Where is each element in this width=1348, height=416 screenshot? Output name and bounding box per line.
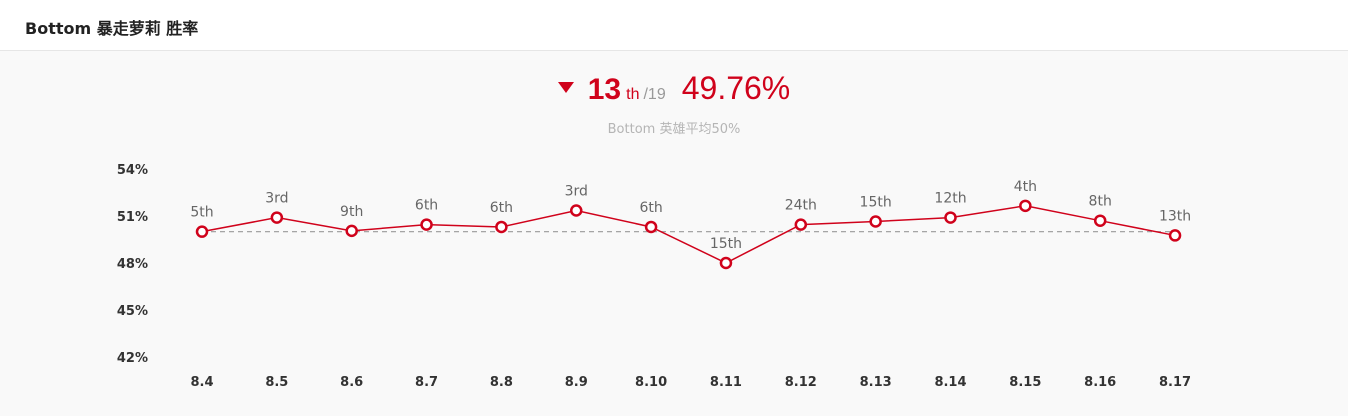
rank-total: /19	[643, 86, 666, 103]
x-tick-label: 8.7	[415, 375, 438, 390]
data-point	[570, 204, 583, 217]
data-point	[195, 225, 209, 238]
x-tick-label: 8.17	[1159, 375, 1191, 390]
y-tick-label: 45%	[117, 304, 148, 319]
x-tick-label: 8.9	[565, 375, 588, 390]
data-point-label: 5th	[190, 205, 213, 221]
x-tick-label: 8.10	[635, 375, 667, 390]
x-tick-label: 8.15	[1009, 375, 1041, 390]
x-tick-label: 8.13	[860, 375, 892, 390]
header: Bottom 暴走萝莉 胜率	[0, 0, 1348, 51]
chart-title: Bottom 暴走萝莉 胜率	[25, 19, 199, 38]
data-point	[1168, 229, 1182, 242]
x-tick-label: 8.16	[1084, 375, 1116, 390]
data-point	[1093, 214, 1107, 227]
rank-summary: 13 th /19 49.76%	[0, 70, 1348, 110]
x-tick-label: 8.8	[490, 375, 513, 390]
y-tick-label: 42%	[117, 351, 148, 366]
data-point	[944, 211, 957, 224]
data-point	[719, 256, 733, 270]
x-tick-label: 8.5	[265, 375, 288, 390]
trend-down-icon	[557, 82, 574, 93]
y-tick-label: 54%	[117, 163, 148, 178]
x-tick-label: 8.4	[190, 375, 213, 390]
data-point	[644, 220, 658, 234]
series-line	[201, 205, 1176, 264]
rank-suffix: th	[626, 86, 640, 103]
average-subtitle: Bottom 英雄平均50%	[607, 122, 741, 137]
data-point-label: 13th	[1159, 208, 1191, 224]
data-point-label: 15th	[860, 194, 892, 210]
data-point-label: 6th	[490, 200, 513, 216]
data-point-label: 12th	[934, 191, 966, 207]
data-point	[420, 218, 433, 231]
data-point	[794, 218, 808, 231]
rank-number: 13	[587, 73, 622, 106]
y-tick-label: 51%	[117, 210, 148, 225]
data-point	[869, 215, 882, 228]
y-tick-label: 48%	[117, 257, 148, 272]
data-point	[495, 220, 508, 234]
x-tick-label: 8.11	[710, 375, 742, 390]
data-point-label: 3rd	[265, 191, 288, 207]
data-point-label: 6th	[415, 198, 438, 214]
data-point-label: 6th	[639, 200, 662, 216]
data-point	[1019, 199, 1032, 213]
data-point-label: 4th	[1014, 179, 1037, 195]
x-tick-label: 8.12	[785, 375, 817, 390]
x-tick-label: 8.14	[934, 375, 966, 390]
data-point-label: 8th	[1089, 194, 1112, 210]
x-tick-label: 8.6	[340, 375, 363, 390]
data-point	[345, 224, 358, 238]
data-point-label: 15th	[710, 236, 742, 252]
data-point-label: 9th	[340, 204, 363, 220]
data-point-label: 24th	[785, 198, 817, 214]
data-point	[270, 211, 284, 224]
data-point-label: 3rd	[565, 184, 588, 200]
win-rate: 49.76%	[681, 70, 791, 106]
